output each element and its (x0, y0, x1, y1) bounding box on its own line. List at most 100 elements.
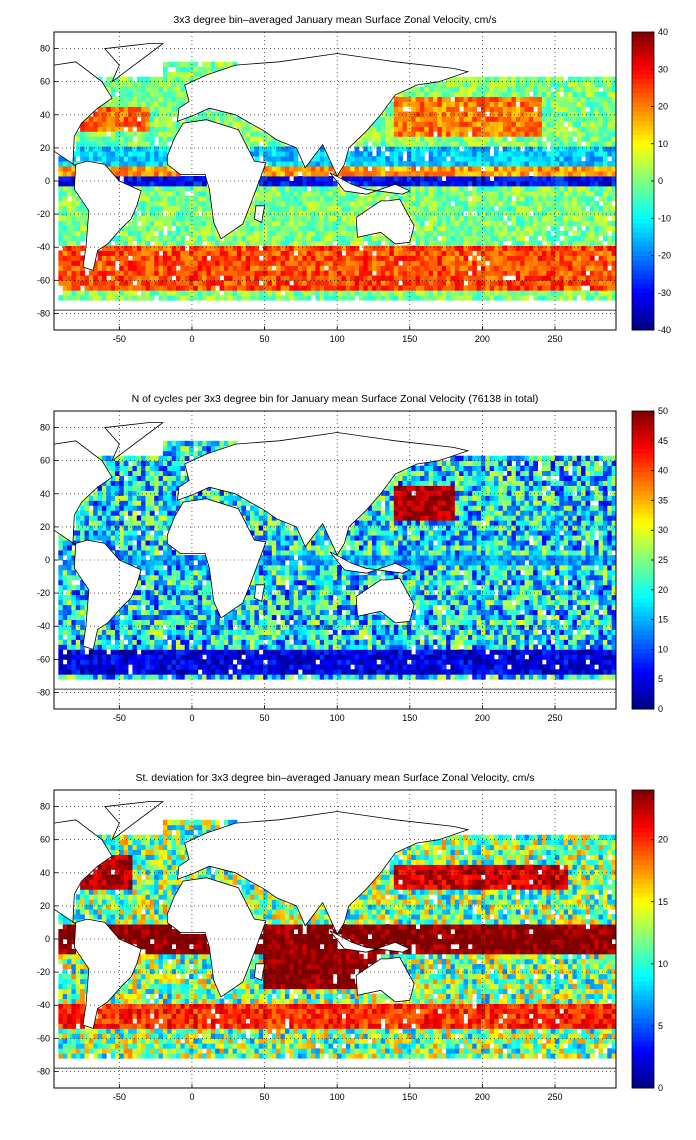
heatmap-cell (502, 96, 508, 102)
heatmap-cell (345, 295, 351, 301)
heatmap-cell (550, 200, 556, 207)
heatmap-cell (119, 285, 125, 291)
heatmap-cell (132, 290, 138, 296)
heatmap-cell (380, 156, 386, 162)
heatmap-cell (88, 674, 94, 680)
heatmap-cell (446, 275, 451, 281)
heatmap-cell (402, 674, 408, 680)
heatmap-cell (568, 136, 573, 142)
heatmap-cell (402, 121, 408, 127)
heatmap-cell (537, 86, 543, 92)
heatmap-cell (202, 215, 207, 222)
heatmap-cell (354, 270, 360, 276)
heatmap-cell (450, 101, 456, 107)
heatmap-cell (293, 295, 299, 301)
heatmap-cell (611, 235, 617, 241)
heatmap-cell (594, 156, 599, 162)
heatmap-cell (232, 61, 238, 68)
heatmap-cell (149, 181, 155, 187)
heatmap-cell (75, 664, 81, 670)
heatmap-cell (315, 235, 321, 241)
heatmap-cell (167, 166, 173, 172)
heatmap-cell (520, 91, 525, 97)
heatmap-cell (472, 195, 477, 202)
heatmap-cell (524, 96, 530, 102)
heatmap-cell (202, 669, 207, 675)
heatmap-cell (598, 210, 604, 217)
heatmap-cell (328, 260, 334, 266)
heatmap-cell (180, 280, 186, 286)
heatmap-cell (528, 116, 534, 122)
heatmap-cell (189, 235, 194, 241)
heatmap-cell (184, 181, 190, 187)
heatmap-cell (319, 669, 325, 675)
heatmap-cell (372, 181, 377, 187)
heatmap-cell (154, 215, 159, 222)
heatmap-cell (67, 176, 72, 182)
heatmap-cell (589, 76, 595, 83)
heatmap-cell (167, 181, 173, 187)
heatmap-cell (158, 240, 164, 246)
heatmap-cell (555, 101, 560, 107)
heatmap-cell (520, 151, 525, 157)
heatmap-cell (489, 101, 495, 107)
heatmap-cell (485, 171, 491, 177)
heatmap-cell (459, 121, 464, 127)
heatmap-cell (210, 240, 216, 246)
heatmap-cell (363, 245, 369, 251)
heatmap-cell (528, 215, 534, 222)
heatmap-cell (162, 76, 168, 83)
heatmap-cell (128, 81, 133, 88)
heatmap-cell (280, 215, 286, 222)
heatmap-cell (324, 235, 329, 241)
heatmap-cell (489, 240, 495, 246)
heatmap-cell (380, 141, 386, 147)
heatmap-cell (162, 96, 168, 102)
heatmap-cell (263, 215, 268, 222)
heatmap-cell (463, 146, 469, 152)
heatmap-cell (345, 240, 351, 246)
heatmap-cell (498, 195, 504, 202)
heatmap-cell (93, 290, 98, 296)
heatmap-cell (345, 265, 351, 271)
heatmap-cell (528, 265, 534, 271)
heatmap-cell (258, 185, 264, 192)
heatmap-cell (376, 270, 382, 276)
heatmap-cell (341, 230, 347, 237)
heatmap-cell (555, 200, 560, 207)
colorbar-step (632, 45, 654, 52)
heatmap-cell (197, 116, 203, 122)
heatmap-cell (171, 240, 177, 246)
heatmap-cell (245, 210, 251, 217)
heatmap-cell (141, 280, 146, 286)
heatmap-cell (411, 220, 416, 227)
heatmap-cell (306, 190, 312, 197)
heatmap-cell (106, 285, 112, 291)
heatmap-cell (598, 220, 604, 227)
heatmap-cell (424, 131, 430, 137)
heatmap-cell (184, 225, 190, 232)
heatmap-cell (515, 171, 521, 177)
heatmap-cell (533, 205, 538, 212)
heatmap-cell (132, 270, 138, 276)
heatmap-cell (241, 285, 247, 291)
heatmap-cell (119, 166, 125, 172)
heatmap-cell (550, 146, 556, 152)
heatmap-cell (376, 131, 382, 137)
heatmap-cell (110, 664, 116, 670)
heatmap-cell (267, 280, 273, 286)
heatmap-cell (607, 270, 613, 276)
heatmap-cell (476, 295, 482, 301)
heatmap-cell (136, 126, 142, 132)
heatmap-cell (563, 285, 569, 291)
heatmap-cell (389, 669, 395, 675)
heatmap-cell (267, 275, 273, 281)
heatmap-cell (507, 674, 512, 680)
heatmap-cell (520, 295, 525, 301)
heatmap-cell (202, 195, 207, 202)
heatmap-cell (297, 200, 303, 207)
heatmap-cell (515, 176, 521, 182)
heatmap-cell (437, 81, 443, 88)
heatmap-cell (315, 215, 321, 222)
heatmap-cell (328, 176, 334, 182)
